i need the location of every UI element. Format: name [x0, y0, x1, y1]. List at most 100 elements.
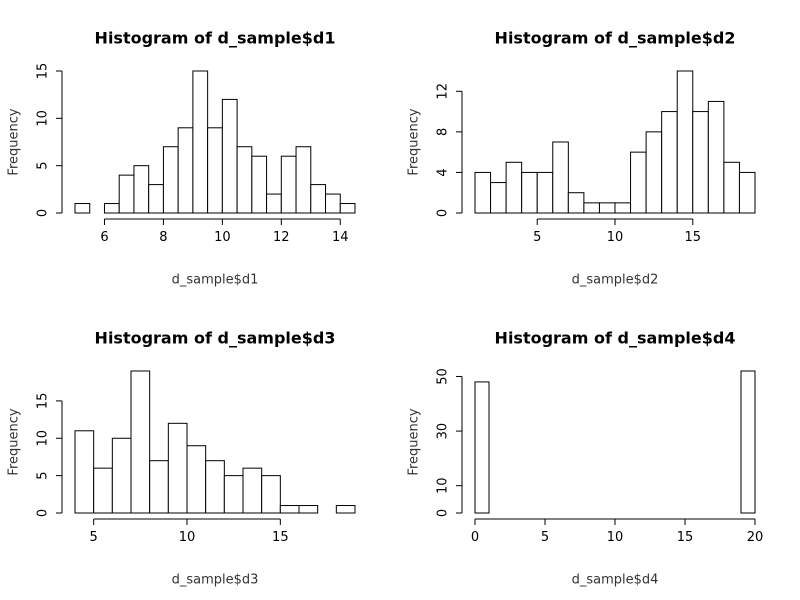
histogram-bar: [661, 111, 678, 214]
histogram-bar: [723, 161, 740, 214]
y-tick-label: 0: [436, 209, 451, 217]
x-tick-label: 10: [607, 530, 624, 545]
x-tick-label: 20: [747, 530, 764, 545]
y-tick-label: 15: [36, 393, 51, 410]
histogram-bar: [251, 155, 268, 214]
y-tick-label: 10: [36, 110, 51, 127]
x-tick-label: 5: [541, 530, 549, 545]
histogram-bar: [740, 370, 756, 514]
y-tick-label: 5: [36, 162, 51, 170]
histogram-bar: [279, 505, 300, 514]
histogram-bar: [598, 202, 616, 214]
x-tick-label: 10: [607, 230, 624, 245]
histogram-bar: [207, 127, 223, 214]
x-tick-label: 12: [273, 230, 290, 245]
histogram-bar: [295, 146, 312, 214]
x-axis-label: d_sample$d3: [172, 573, 259, 588]
histogram-bar: [676, 70, 694, 214]
histogram-bar: [490, 182, 507, 214]
histogram-panel-2: Histogram of d_sample$d2 5 10 15 0 4 8 12 d_samp…: [407, 29, 756, 288]
x-tick-label: 15: [677, 530, 694, 545]
x-tick-label: 15: [685, 230, 702, 245]
histogram-bar: [236, 146, 253, 214]
y-tick-label: 5: [36, 471, 51, 479]
histogram-bar: [261, 475, 281, 514]
histogram-bar: [192, 70, 209, 214]
histogram-bar: [335, 505, 356, 514]
histogram-bar: [177, 127, 194, 214]
histogram-bar: [738, 171, 756, 214]
x-tick-label: 0: [471, 530, 479, 545]
histogram-panel-4: Histogram of d_sample$d4 0 5 10 15 20 0 10 30 50 d…: [407, 329, 764, 588]
histogram-bar: [205, 460, 225, 514]
histogram-bar: [645, 131, 663, 214]
y-tick-label: 15: [36, 63, 51, 80]
histogram-bar: [536, 171, 554, 214]
histogram-bar: [280, 155, 297, 214]
x-tick-label: 5: [90, 530, 98, 545]
histogram-bar: [74, 430, 95, 514]
histogram-bar: [149, 460, 169, 514]
x-tick-label: 10: [179, 530, 196, 545]
x-axis-label: d_sample$d2: [572, 273, 659, 288]
histogram-bar: [242, 467, 263, 514]
histogram-bar: [167, 422, 188, 514]
x-tick-label: 8: [159, 230, 167, 245]
histogram-bar: [521, 171, 538, 214]
y-tick-label: 10: [36, 430, 51, 447]
histogram-bar: [630, 151, 647, 214]
histogram-bar: [474, 171, 492, 214]
chart-title: Histogram of d_sample$d3: [95, 329, 336, 348]
histogram-bar: [310, 184, 327, 214]
x-tick-label: 6: [100, 230, 108, 245]
y-tick-label: 0: [36, 209, 51, 217]
histogram-bar: [583, 202, 600, 214]
y-tick-label: 8: [436, 128, 451, 136]
y-tick-label: 12: [436, 83, 451, 100]
chart-title: Histogram of d_sample$d4: [495, 329, 736, 348]
y-tick-label: 10: [436, 477, 451, 494]
histogram-bar: [707, 100, 725, 214]
histogram-bar: [223, 475, 244, 514]
x-tick-label: 10: [214, 230, 231, 245]
histogram-bar: [118, 174, 135, 214]
y-tick-label: 0: [436, 509, 451, 517]
histogram-bar: [221, 98, 238, 214]
histogram-bar: [93, 467, 113, 514]
x-axis-label: d_sample$d4: [572, 573, 659, 588]
histogram-bar: [186, 445, 207, 514]
x-axis-label: d_sample$d1: [172, 273, 259, 288]
histogram-bar: [148, 184, 164, 214]
histogram-bar: [74, 203, 91, 214]
y-axis-label: Frequency: [407, 408, 422, 475]
histogram-bar: [325, 193, 341, 214]
histogram-bar: [614, 202, 632, 214]
histogram-bar: [266, 193, 282, 214]
y-tick-label: 50: [436, 368, 451, 385]
y-axis-label: Frequency: [7, 108, 22, 175]
histogram-bar: [111, 437, 132, 514]
histogram-bar: [298, 505, 319, 514]
histogram-bar: [130, 370, 151, 514]
chart-title: Histogram of d_sample$d1: [95, 29, 336, 48]
y-tick-label: 4: [436, 168, 451, 176]
x-tick-label: 5: [533, 230, 541, 245]
y-axis-label: Frequency: [407, 108, 422, 175]
histogram-bar: [162, 146, 179, 214]
histogram-bar: [692, 111, 709, 214]
histogram-bar: [103, 203, 120, 214]
x-tick-label: 15: [272, 530, 289, 545]
histogram-bar: [505, 161, 523, 214]
chart-title: Histogram of d_sample$d2: [495, 29, 736, 48]
y-tick-label: 30: [436, 423, 451, 440]
histogram-bar: [133, 165, 150, 214]
histogram-bar: [339, 203, 356, 214]
histogram-panel-3: Histogram of d_sample$d3 5 10 15 0 5 10 15 d_sam…: [7, 329, 356, 588]
y-axis-label: Frequency: [7, 408, 22, 475]
x-tick-label: 14: [332, 230, 349, 245]
histogram-bar: [567, 192, 585, 214]
histogram-bar: [552, 141, 569, 214]
y-tick-label: 0: [36, 509, 51, 517]
histogram-bar: [474, 381, 490, 514]
